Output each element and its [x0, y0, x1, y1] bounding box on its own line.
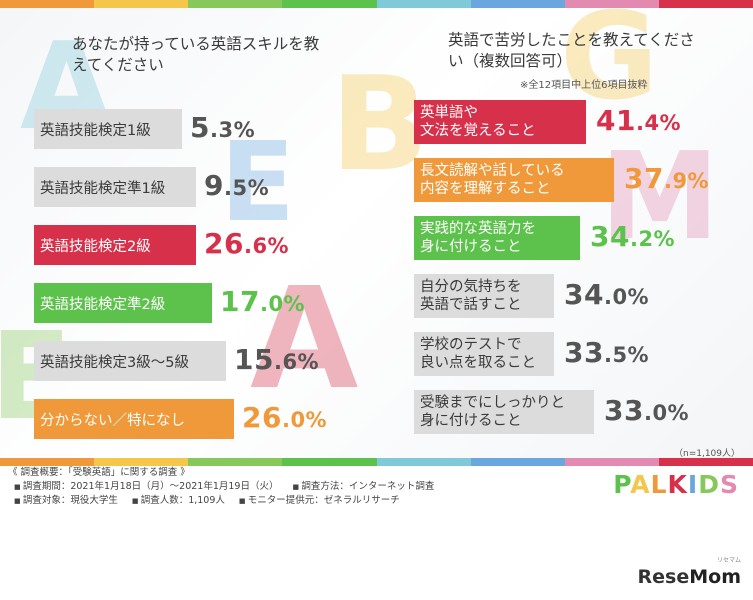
palkids-logo: PALKIDS — [613, 470, 739, 499]
stripe-segment — [94, 458, 189, 466]
stripe-segment — [658, 0, 753, 8]
bar-value: 9.5% — [204, 169, 270, 202]
bar-value: 41.4% — [596, 104, 682, 137]
palkids-letter: P — [613, 470, 631, 499]
bar-label: 実践的な英語力を 身に付けること — [414, 216, 580, 260]
bar-value: 17.0% — [220, 285, 306, 318]
bar-label: 英語技能検定1級 — [34, 109, 182, 149]
stripe-segment — [282, 0, 377, 8]
stripe-segment — [282, 458, 377, 466]
bar-value: 33.0% — [604, 394, 690, 427]
bar-value: 34.0% — [564, 278, 650, 311]
palkids-letter: I — [687, 470, 699, 499]
bar-value: 5.3% — [190, 111, 256, 144]
bar-label: 英語技能検定準2級 — [34, 283, 212, 323]
survey-title: 《 調査概要：「受験英語」に関する調査 》 — [8, 467, 190, 478]
bar-label-line: 内容を理解すること — [420, 181, 551, 197]
survey-overview: 《 調査概要：「受験英語」に関する調査 》 調査期間：2021年1月18日（月）… — [8, 466, 568, 508]
bar-label: 自分の気持ちを 英語で話すこと — [414, 274, 554, 318]
decorative-letters: E — [220, 118, 296, 246]
bar-label-line: 受験までにしっかりと — [420, 395, 565, 411]
bar-label-line: 学校のテストで — [420, 337, 522, 353]
bar-label: 英単語や文法を覚えること — [414, 100, 586, 144]
stripe-segment — [0, 458, 95, 466]
palkids-letter: A — [630, 470, 651, 499]
survey-count: 調査人数：1,109人 — [132, 494, 225, 508]
bar-label: 英語技能検定3級～5級 — [34, 341, 226, 381]
survey-method: 調査方法：インターネット調査 — [292, 480, 434, 494]
right-chart-title: 英語で苦労したことを教えてください（複数回答可） — [448, 31, 695, 70]
stripe-segment — [0, 0, 95, 8]
bar-label-line: 良い点を取ること — [420, 355, 536, 371]
survey-provider: モニター提供元：ゼネラルリサーチ — [239, 494, 400, 508]
bar-label: 受験までにしっかりと 身に付けること — [414, 390, 594, 434]
stripe-segment — [94, 0, 189, 8]
bottom-color-stripe — [0, 458, 753, 466]
stripe-segment — [564, 0, 659, 8]
bar-value: 34.2% — [590, 220, 676, 253]
stripe-segment — [658, 458, 753, 466]
bar-label-line: 実践的な英語力を — [420, 221, 536, 237]
bar-value: 15.6% — [234, 343, 320, 376]
bar-value: 26.6% — [204, 227, 290, 260]
resemom-logo: ReseMom — [637, 566, 741, 588]
decorative-letters: B — [330, 48, 430, 200]
decorative-letters: A — [250, 258, 359, 421]
bar-value: 33.5% — [564, 336, 650, 369]
bar-label-line: 身に付けること — [420, 413, 522, 429]
palkids-letter: K — [667, 470, 688, 499]
stripe-segment — [188, 458, 283, 466]
left-chart-title: あなたが持っている英語スキルを教えてください — [72, 35, 320, 74]
bar-label: 学校のテストで 良い点を取ること — [414, 332, 554, 376]
bar-label-line: 身に付けること — [420, 239, 522, 255]
survey-period: 調査期間：2021年1月18日（月）～2021年1月19日（火） — [14, 480, 279, 494]
bar-label: 長文読解や話している 内容を理解すること — [414, 158, 614, 202]
infographic-panel: A B G M A E E あなたが持っている英語スキルを教えてください 英語で… — [0, 8, 753, 458]
bar-label: 英語技能検定準1級 — [34, 167, 196, 207]
resemom-logo-sub: リセマム — [716, 557, 741, 564]
bar-label-line: 文法を覚えること — [420, 123, 536, 139]
bar-value: 26.0% — [242, 401, 328, 434]
stripe-segment — [376, 0, 471, 8]
bar-label-line: 英単語や — [420, 105, 478, 121]
top-color-stripe — [0, 0, 753, 8]
stripe-segment — [188, 0, 283, 8]
survey-target: 調査対象：現役大学生 — [14, 494, 118, 508]
bar-label-line: 英語で話すこと — [420, 297, 522, 313]
right-chart-note: ※全12項目中上位6項目抜粋 — [520, 80, 648, 91]
stripe-segment — [376, 458, 471, 466]
bar-label: 分からない／特になし — [34, 399, 234, 439]
palkids-letter: D — [698, 470, 720, 499]
stripe-segment — [470, 458, 565, 466]
bar-value: 37.9% — [624, 162, 710, 195]
sample-size-note: （n=1,109人） — [674, 449, 741, 458]
bar-label-line: 自分の気持ちを — [420, 279, 522, 295]
stripe-segment — [470, 0, 565, 8]
bar-label-line: 長文読解や話している — [420, 163, 565, 179]
palkids-letter: S — [719, 470, 739, 499]
decorative-letters: M — [600, 128, 720, 267]
bar-label: 英語技能検定2級 — [34, 225, 196, 265]
stripe-segment — [564, 458, 659, 466]
palkids-letter: L — [650, 470, 668, 499]
